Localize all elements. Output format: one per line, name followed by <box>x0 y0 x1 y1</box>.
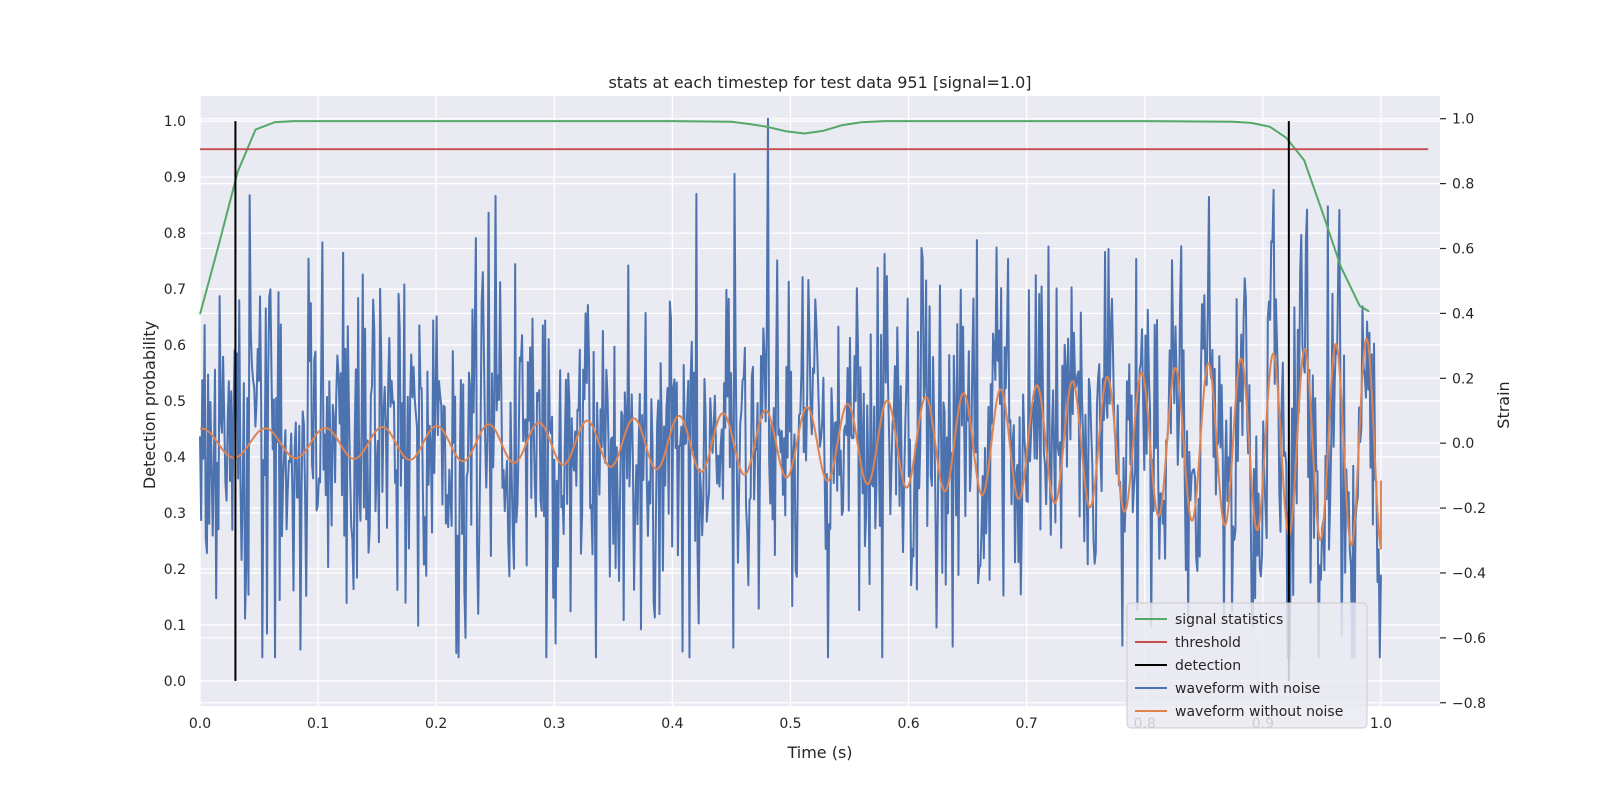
right-y-tick-label: 0.0 <box>1452 436 1474 452</box>
left-y-tick-label: 0.3 <box>164 506 186 522</box>
legend: signal statistics threshold detection wavef… <box>1126 602 1368 729</box>
x-tick-label: 0.3 <box>543 716 565 732</box>
left-y-tick-label: 0.4 <box>164 450 186 466</box>
left-y-tick-label: 0.0 <box>164 674 186 690</box>
right-y-tick-label: 1.0 <box>1452 112 1474 128</box>
waveform-without-noise-line <box>199 337 1382 550</box>
left-y-tick-label: 0.6 <box>164 338 186 354</box>
right-y-axis-ticks: −0.8 −0.6 −0.4 −0.2 0.0 0.2 0.4 0.6 0.8 1.0 <box>1440 112 1486 712</box>
left-y-tick-label: 0.1 <box>164 618 186 634</box>
signal-statistics-line <box>199 120 1370 315</box>
x-tick-label: 0.7 <box>1016 716 1038 732</box>
left-y-tick-label: 0.2 <box>164 562 186 578</box>
x-tick-label: 0.0 <box>189 716 211 732</box>
left-y-tick-label: 0.7 <box>164 282 186 298</box>
left-y-axis-label: Detection probability <box>140 321 159 489</box>
legend-box <box>1126 602 1368 729</box>
right-y-tick-label: −0.2 <box>1452 501 1486 517</box>
left-y-tick-label: 0.9 <box>164 170 186 186</box>
right-y-axis-label: Strain <box>1494 381 1513 428</box>
legend-label: waveform with noise <box>1175 681 1320 697</box>
left-y-tick-label: 1.0 <box>164 114 186 130</box>
x-axis-label: Time (s) <box>786 743 852 762</box>
legend-label: waveform without noise <box>1175 704 1343 720</box>
x-tick-label: 1.0 <box>1370 716 1392 732</box>
x-tick-label: 0.1 <box>307 716 329 732</box>
right-y-tick-label: 0.2 <box>1452 371 1474 387</box>
series-layer <box>199 117 1429 681</box>
left-y-tick-label: 0.5 <box>164 394 186 410</box>
waveform-with-noise-line <box>199 117 1382 659</box>
legend-label: threshold <box>1175 635 1241 651</box>
right-y-tick-label: −0.8 <box>1452 696 1486 712</box>
right-y-tick-label: −0.6 <box>1452 631 1486 647</box>
left-y-axis-ticks: 0.0 0.1 0.2 0.3 0.4 0.5 0.6 0.7 0.8 0.9 1.0 <box>164 114 186 690</box>
right-y-tick-label: 0.6 <box>1452 242 1474 258</box>
x-tick-label: 0.5 <box>779 716 801 732</box>
right-y-tick-label: 0.4 <box>1452 306 1474 322</box>
legend-label: detection <box>1175 658 1241 674</box>
x-tick-label: 0.6 <box>897 716 919 732</box>
right-y-tick-label: 0.8 <box>1452 177 1474 193</box>
right-y-tick-label: −0.4 <box>1452 566 1486 582</box>
left-y-tick-label: 0.8 <box>164 226 186 242</box>
x-tick-label: 0.4 <box>661 716 683 732</box>
chart-title: stats at each timestep for test data 951… <box>608 73 1031 92</box>
legend-label: signal statistics <box>1175 612 1283 628</box>
x-tick-label: 0.2 <box>425 716 447 732</box>
